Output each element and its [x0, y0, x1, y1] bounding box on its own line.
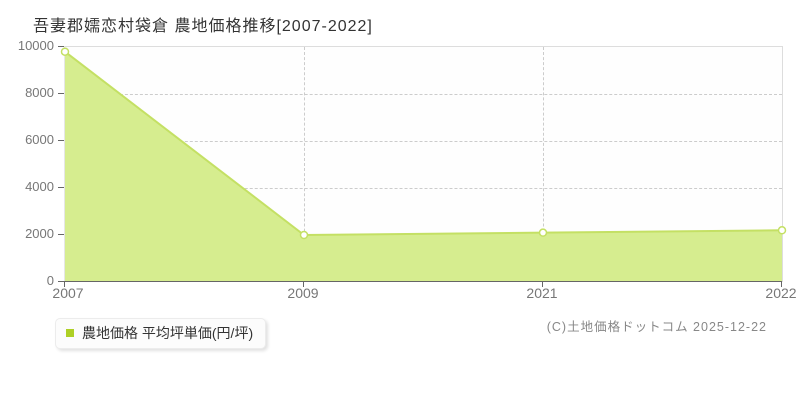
area-fill	[65, 51, 782, 283]
y-tick-10000	[58, 46, 64, 47]
copyright-text: (C)土地価格ドットコム 2025-12-22	[546, 320, 767, 334]
x-tick-2007	[64, 282, 65, 287]
x-tick-2009	[303, 282, 304, 287]
x-label-2021: 2021	[526, 285, 558, 301]
x-label-2022: 2022	[765, 285, 797, 301]
legend-label: 農地価格 平均坪単価(円/坪)	[82, 325, 254, 341]
y-label-4000: 4000	[25, 179, 54, 194]
x-label-2009: 2009	[287, 285, 319, 301]
y-label-2000: 2000	[25, 226, 54, 241]
y-tick-8000	[58, 93, 64, 94]
gridline-h-8000	[65, 94, 782, 95]
data-point-marker-2007	[60, 47, 70, 56]
y-tick-2000	[58, 234, 64, 235]
gridline-h-4000	[65, 188, 782, 189]
area-series-svg	[60, 47, 787, 283]
legend: 農地価格 平均坪単価(円/坪)	[55, 318, 267, 349]
x-axis-line	[58, 281, 782, 282]
data-point-marker-2009	[299, 230, 309, 240]
gridline-v-2009	[304, 47, 305, 282]
x-tick-2021	[542, 282, 543, 287]
series-line	[64, 50, 783, 237]
legend-swatch-icon	[66, 329, 74, 337]
y-label-6000: 6000	[25, 132, 54, 147]
data-point-marker-2021	[538, 228, 548, 237]
gridline-h-6000	[65, 141, 782, 142]
x-label-2007: 2007	[52, 285, 84, 301]
y-tick-6000	[58, 140, 64, 141]
y-tick-4000	[58, 187, 64, 188]
y-label-8000: 8000	[25, 85, 54, 100]
x-tick-2022	[781, 282, 782, 287]
y-label-0: 0	[46, 273, 54, 288]
plot-area	[60, 46, 787, 283]
y-label-10000: 10000	[17, 38, 54, 53]
chart-title: 吾妻郡嬬恋村袋倉 農地価格推移[2007-2022]	[33, 18, 373, 35]
gridline-v-2021	[543, 47, 544, 282]
data-point-marker-2022	[777, 226, 787, 235]
